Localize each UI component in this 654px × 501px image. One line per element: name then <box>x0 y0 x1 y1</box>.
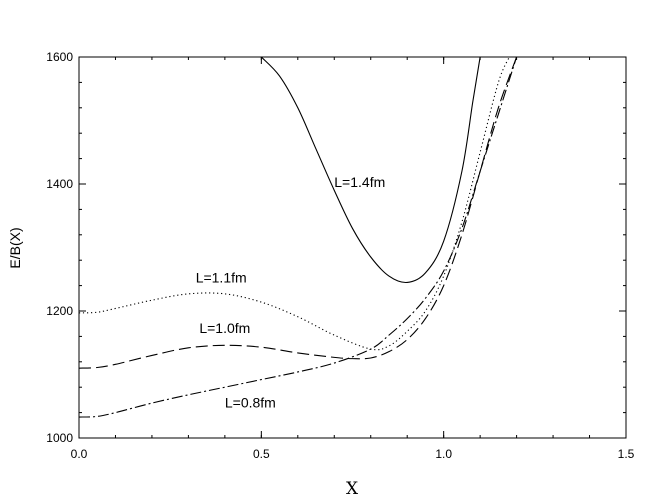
plot-frame <box>78 56 627 439</box>
y-tick-label: 1600 <box>46 50 73 64</box>
series-line-l-1-4fm <box>260 56 481 284</box>
x-tick-label: 0.5 <box>253 447 270 461</box>
curve-labels: L=1.4fm L=1.1fm L=1.0fm L=0.8fm <box>196 174 386 410</box>
y-tick-label: 1000 <box>46 431 73 445</box>
y-axis-title: E/B(X) <box>7 227 23 268</box>
y-tick-label: 1200 <box>46 304 73 318</box>
series-label: L=1.0fm <box>199 320 250 336</box>
x-tick-label: 0.0 <box>71 447 88 461</box>
y-tick-label: 1400 <box>46 177 73 191</box>
x-axis-title: X <box>346 479 359 499</box>
series-line-l-1-1fm <box>78 56 510 351</box>
series-label: L=1.1fm <box>196 269 247 285</box>
series-label: L=1.4fm <box>334 174 385 190</box>
ticks: 0.0 0.5 1.0 1.5 1000 1200 1400 1600 <box>46 50 634 461</box>
x-tick-label: 1.0 <box>435 447 452 461</box>
series-line-l-0-8fm <box>78 56 518 418</box>
series-label: L=0.8fm <box>225 395 276 411</box>
x-tick-label: 1.5 <box>618 447 635 461</box>
series-line-l-1-0fm <box>78 56 518 369</box>
curves <box>78 56 518 418</box>
